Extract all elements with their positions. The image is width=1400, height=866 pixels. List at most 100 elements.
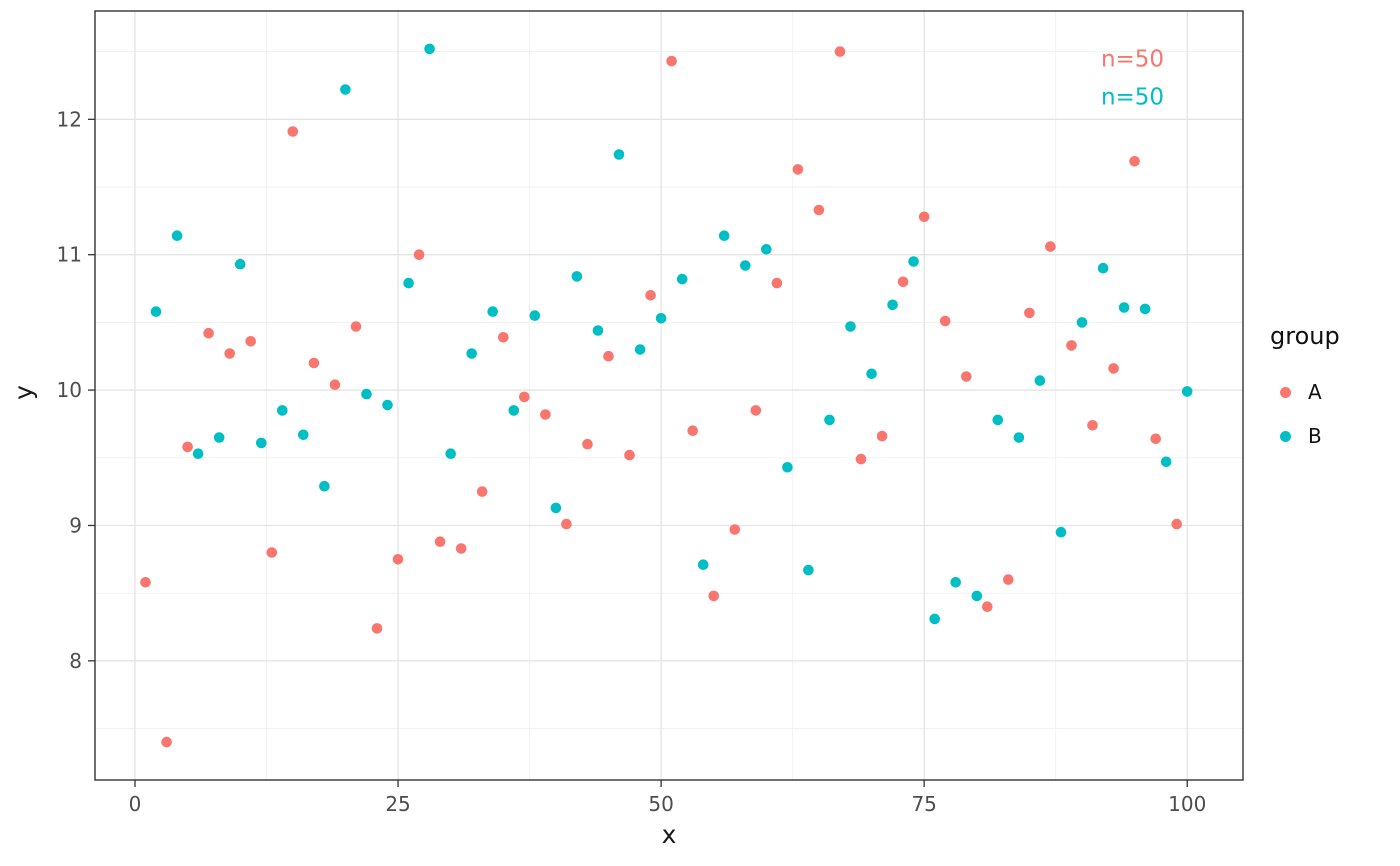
data-point-B bbox=[740, 260, 751, 271]
data-point-A bbox=[498, 332, 509, 343]
data-point-B bbox=[445, 448, 457, 460]
data-point-A bbox=[140, 577, 151, 588]
data-point-A bbox=[561, 518, 572, 530]
data-point-A bbox=[624, 449, 635, 461]
data-point-A bbox=[666, 55, 677, 67]
data-point-B bbox=[761, 244, 772, 255]
data-point-B bbox=[592, 325, 604, 336]
legend: group A B bbox=[1270, 322, 1340, 458]
y-tick-label: 12 bbox=[57, 107, 82, 131]
data-point-B bbox=[634, 344, 646, 355]
data-point-A bbox=[1066, 340, 1077, 351]
data-point-A bbox=[897, 276, 909, 288]
data-point-A bbox=[771, 277, 783, 289]
data-point-B bbox=[298, 429, 309, 441]
data-point-A bbox=[918, 211, 930, 223]
legend-entry-a: A bbox=[1270, 370, 1340, 414]
data-point-A bbox=[350, 321, 362, 332]
legend-entry-b: B bbox=[1270, 414, 1340, 458]
data-point-A bbox=[434, 536, 446, 547]
data-point-A bbox=[961, 371, 972, 382]
data-point-A bbox=[1129, 156, 1140, 167]
data-point-B bbox=[824, 414, 835, 426]
data-point-A bbox=[392, 554, 404, 565]
panel-background bbox=[95, 11, 1243, 780]
data-point-A bbox=[287, 126, 299, 137]
data-point-B bbox=[697, 559, 709, 570]
data-point-A bbox=[645, 290, 656, 301]
data-point-B bbox=[971, 590, 983, 602]
data-point-A bbox=[329, 379, 341, 391]
data-point-A bbox=[182, 441, 193, 453]
data-point-B bbox=[1097, 262, 1109, 274]
data-point-A bbox=[729, 524, 741, 535]
data-point-B bbox=[1139, 303, 1151, 315]
data-point-A bbox=[876, 430, 888, 442]
data-point-B bbox=[382, 399, 393, 411]
data-point-B bbox=[424, 43, 435, 55]
data-point-B bbox=[1034, 375, 1046, 386]
data-point-A bbox=[1150, 433, 1161, 445]
data-point-B bbox=[361, 388, 372, 400]
data-point-A bbox=[855, 453, 867, 465]
data-point-A bbox=[750, 405, 762, 416]
data-point-B bbox=[319, 480, 330, 492]
data-point-A bbox=[603, 350, 614, 362]
data-point-B bbox=[213, 432, 225, 443]
data-point-A bbox=[1108, 363, 1119, 374]
data-point-B bbox=[171, 230, 183, 241]
data-point-A bbox=[1045, 241, 1056, 252]
x-axis-title: x bbox=[661, 820, 677, 849]
data-point-B bbox=[550, 502, 562, 514]
data-point-A bbox=[161, 736, 172, 748]
data-point-A bbox=[1003, 574, 1014, 585]
legend-title: group bbox=[1270, 322, 1340, 350]
data-point-A bbox=[519, 391, 530, 403]
data-point-B bbox=[950, 577, 961, 588]
x-tick-label: 75 bbox=[911, 792, 936, 816]
data-point-B bbox=[718, 230, 730, 241]
data-point-B bbox=[782, 462, 793, 473]
data-point-B bbox=[613, 149, 625, 160]
data-point-A bbox=[203, 327, 214, 339]
data-point-B bbox=[1076, 317, 1088, 328]
legend-label-a: A bbox=[1308, 380, 1322, 404]
data-point-B bbox=[1055, 526, 1067, 538]
data-point-A bbox=[1171, 518, 1182, 530]
data-point-A bbox=[582, 438, 593, 450]
data-point-B bbox=[403, 277, 414, 289]
data-point-A bbox=[224, 348, 235, 359]
x-tick-label: 25 bbox=[385, 792, 410, 816]
data-point-A bbox=[813, 204, 825, 216]
data-point-B bbox=[887, 299, 898, 311]
legend-key-b-icon bbox=[1280, 430, 1291, 442]
data-point-B bbox=[529, 310, 541, 321]
data-point-A bbox=[245, 336, 256, 347]
panel-border bbox=[94, 10, 1244, 781]
data-point-B bbox=[340, 84, 351, 95]
data-point-B bbox=[466, 348, 478, 359]
data-point-A bbox=[266, 547, 278, 558]
x-tick-label: 50 bbox=[648, 792, 673, 816]
annotation-text: n=50 bbox=[1101, 46, 1164, 72]
y-tick-label: 8 bbox=[69, 649, 82, 673]
data-point-B bbox=[150, 306, 162, 317]
data-point-B bbox=[803, 564, 814, 576]
data-point-A bbox=[455, 543, 467, 554]
data-point-B bbox=[1118, 302, 1130, 313]
data-point-A bbox=[834, 46, 846, 57]
y-tick-label: 10 bbox=[57, 378, 82, 402]
data-point-B bbox=[845, 321, 856, 332]
data-point-B bbox=[655, 313, 667, 324]
data-point-A bbox=[308, 357, 320, 369]
data-point-B bbox=[487, 306, 499, 317]
x-tick-label: 100 bbox=[1168, 792, 1206, 816]
data-point-B bbox=[929, 613, 940, 625]
x-tick-label: 0 bbox=[129, 792, 142, 816]
data-point-B bbox=[234, 258, 246, 270]
data-point-A bbox=[413, 249, 425, 260]
data-point-A bbox=[939, 315, 951, 327]
data-point-A bbox=[708, 590, 719, 602]
legend-key-a-icon bbox=[1280, 386, 1291, 398]
